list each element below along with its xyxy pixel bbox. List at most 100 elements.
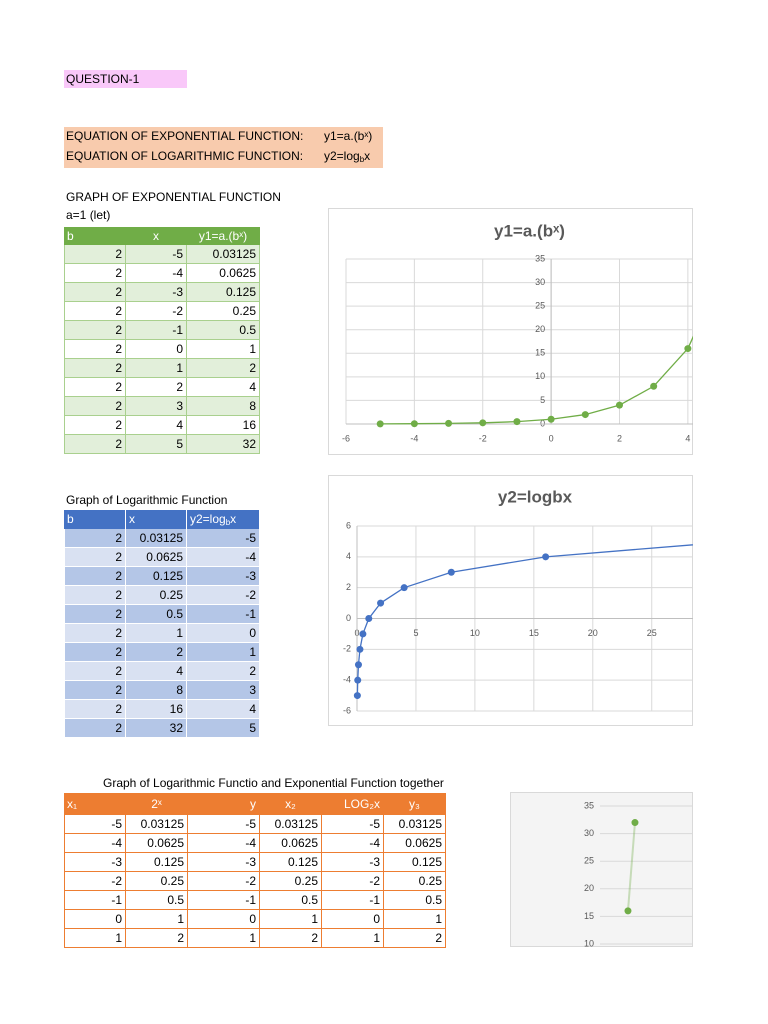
data-point	[684, 345, 692, 353]
table-cell: -5	[64, 815, 126, 834]
table-cell: -4	[187, 548, 260, 567]
table-cell: 2	[64, 378, 126, 397]
table-cell: 1	[126, 624, 187, 643]
table-cell: 32	[187, 435, 260, 454]
table-cell: 0.5	[126, 605, 187, 624]
header-cell: y1=a.(bˣ)	[187, 227, 260, 245]
equation-formula: y1=a.(bˣ)	[324, 129, 373, 143]
text-part: y2=log	[324, 149, 360, 163]
table-cell: 0.0625	[187, 264, 260, 283]
y-tick-label: 4	[346, 551, 351, 561]
table-cell: 0.125	[126, 567, 187, 586]
y-tick-label: 0	[346, 613, 351, 623]
table-cell: 2	[126, 643, 187, 662]
table-cell: 0	[187, 624, 260, 643]
data-point	[445, 419, 453, 427]
x-tick-label: -6	[342, 433, 350, 443]
chart-title: y2=logbx	[498, 487, 573, 506]
table-cell: 2	[64, 605, 126, 624]
chart-background	[510, 792, 693, 947]
table-cell: 2	[64, 302, 126, 321]
table-cell: -4	[188, 834, 260, 853]
chart: 10 15 20 25 30 35	[510, 792, 693, 947]
table-cell: 0.125	[384, 853, 446, 872]
table-cell: 1	[187, 340, 260, 359]
header-cell: b	[64, 227, 126, 245]
header-cell: x	[126, 510, 187, 529]
data-point	[615, 401, 623, 409]
table-cell: -3	[126, 283, 187, 302]
chart: y2=logbx-6-4-202460510152025	[328, 475, 693, 726]
y-tick-label: 15	[584, 911, 594, 921]
table-cell: 0.125	[260, 853, 322, 872]
chart-background	[328, 208, 693, 455]
data-point	[410, 420, 418, 428]
table-cell: 4	[126, 662, 187, 681]
x-tick-label: 20	[588, 628, 598, 638]
data-point	[631, 819, 639, 827]
data-point	[581, 411, 589, 419]
section-title: Graph of Logarithmic Function	[66, 493, 228, 507]
y-tick-label: 30	[535, 277, 545, 287]
table-cell: 1	[64, 929, 126, 948]
header-cell: x₁	[64, 793, 126, 815]
table-cell: 0	[322, 910, 384, 929]
table-cell: 2	[260, 929, 322, 948]
table-cell: 1	[187, 643, 260, 662]
y-tick-label: 20	[584, 883, 594, 893]
table-cell: 1	[188, 929, 260, 948]
data-point	[479, 419, 487, 427]
section-title: Graph of Logarithmic Functio and Exponen…	[103, 776, 444, 790]
table-cell: -2	[187, 586, 260, 605]
y-tick-label: 35	[535, 253, 545, 263]
table-cell: 2	[64, 340, 126, 359]
table-cell: 3	[126, 397, 187, 416]
table-cell: 2	[64, 700, 126, 719]
table-cell: 0.03125	[260, 815, 322, 834]
table-cell: 0	[188, 910, 260, 929]
table-cell: 0.03125	[187, 245, 260, 264]
table-cell: -1	[322, 891, 384, 910]
chart-title: y1=a.(bˣ)	[494, 221, 565, 240]
section-title: GRAPH OF EXPONENTIAL FUNCTION	[66, 190, 281, 204]
table-cell: 0.5	[260, 891, 322, 910]
table-cell: 2	[64, 586, 126, 605]
table-cell: 0.25	[187, 302, 260, 321]
table-cell: 0.25	[126, 586, 187, 605]
table-cell: 2	[64, 416, 126, 435]
text-part: x	[230, 512, 237, 526]
table-cell: 0.125	[187, 283, 260, 302]
y-tick-label: 0	[540, 418, 545, 428]
y-tick-label: 25	[584, 856, 594, 866]
header-cell: b	[64, 510, 126, 529]
header-cell: x	[126, 227, 187, 245]
table-cell: 2	[64, 719, 126, 738]
table-cell: 2	[64, 264, 126, 283]
data-point	[624, 907, 632, 915]
data-line	[626, 822, 636, 911]
table-cell: 16	[126, 700, 187, 719]
section-note: a=1 (let)	[66, 208, 111, 222]
table-cell: 5	[187, 719, 260, 738]
table-cell: 2	[64, 624, 126, 643]
table-cell: 2	[187, 662, 260, 681]
table-cell: 2	[126, 929, 188, 948]
table-cell: -1	[187, 605, 260, 624]
plot	[376, 335, 693, 428]
y-tick-label: 35	[584, 800, 594, 810]
y-tick-label: 6	[346, 520, 351, 530]
table-cell: 0.03125	[384, 815, 446, 834]
table-cell: 2	[64, 283, 126, 302]
x-tick-label: -4	[410, 433, 418, 443]
question-label: QUESTION-1	[64, 70, 187, 88]
data-point	[377, 599, 385, 607]
data-point	[542, 553, 550, 561]
table-cell: 2	[64, 662, 126, 681]
equation-formula: y2=logbx	[324, 149, 370, 164]
table-cell: 8	[187, 397, 260, 416]
table-cell: 0	[64, 910, 126, 929]
y-tick-label: -4	[343, 675, 351, 685]
text-part: x	[364, 149, 371, 163]
x-tick-label: 10	[470, 628, 480, 638]
plot	[624, 819, 639, 915]
